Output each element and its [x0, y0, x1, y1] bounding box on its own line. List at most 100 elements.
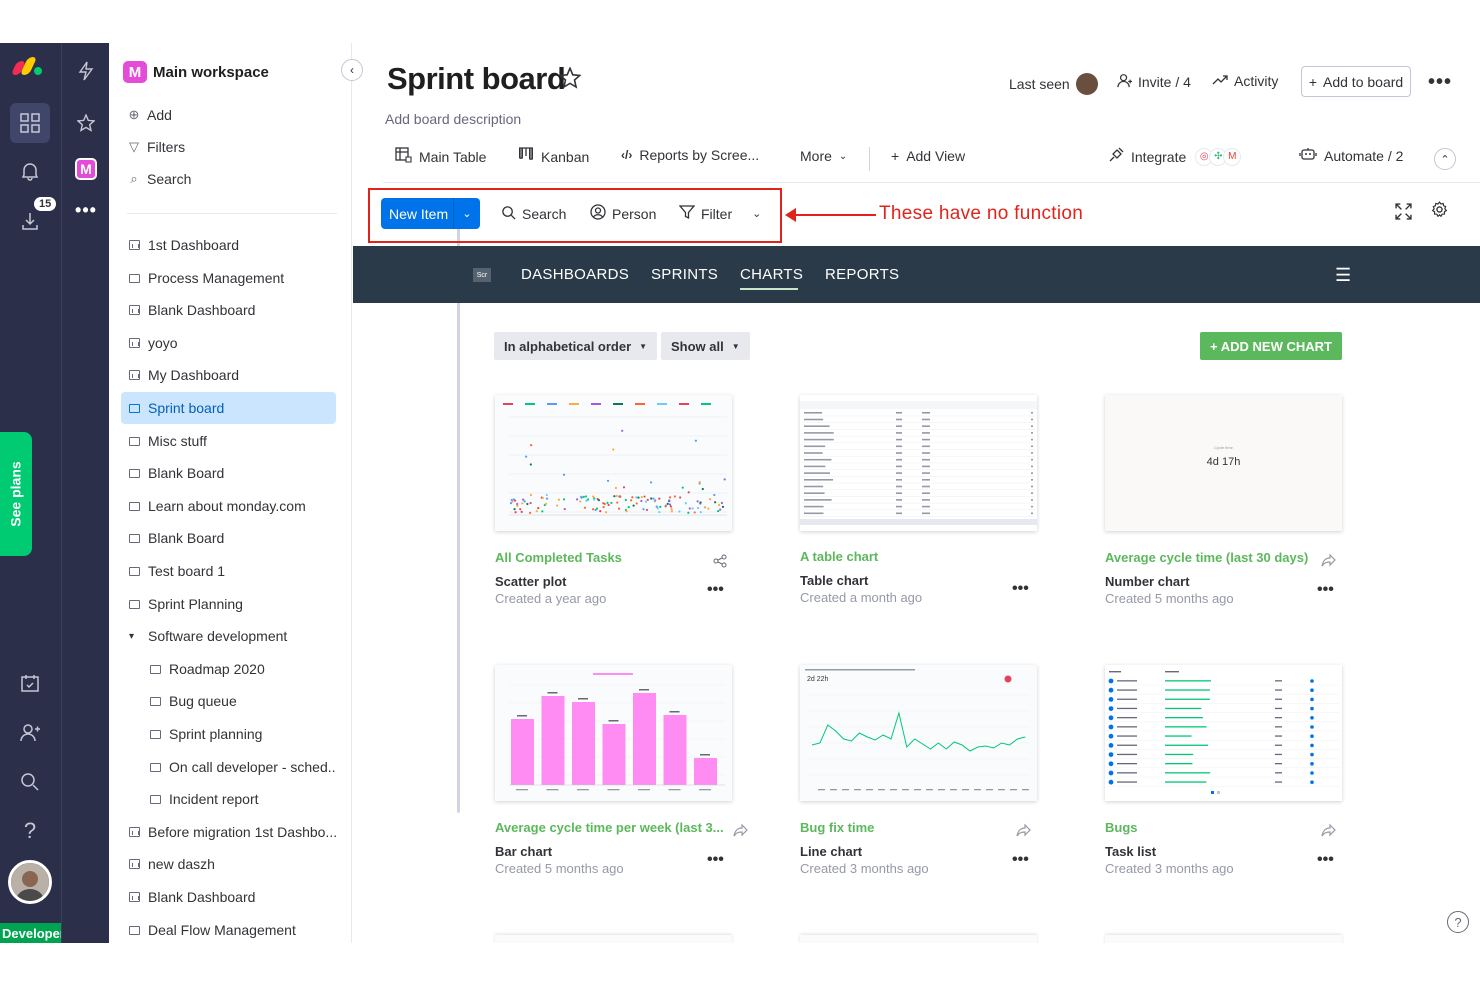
chart-thumbnail-table[interactable] [800, 395, 1037, 531]
chart-title[interactable]: A table chart [800, 549, 879, 564]
sidebar-item[interactable]: Bug queue [142, 685, 336, 717]
integrate-button[interactable]: Integrate ◎ ✣ M [1108, 147, 1242, 166]
automate-button[interactable]: Automate / 2 [1299, 147, 1403, 164]
download-icon[interactable] [10, 201, 50, 241]
sidebar-item[interactable]: Sprint planning [142, 718, 336, 750]
sidebar-item[interactable]: Learn about monday.com [121, 490, 336, 522]
add-view-button[interactable]: + Add View [891, 148, 965, 164]
invite-button[interactable]: Invite / 4 [1117, 73, 1191, 91]
search-icon[interactable] [10, 762, 50, 802]
workspace-avatar-icon[interactable]: M [66, 149, 106, 189]
settings-gear-icon[interactable] [1431, 201, 1448, 223]
chart-more-icon[interactable]: ••• [1012, 580, 1029, 597]
filter-button[interactable]: Filter ⌄ [678, 204, 762, 223]
avatar[interactable] [8, 860, 52, 904]
see-plans-button[interactable]: See plans [0, 432, 32, 556]
sidebar-item[interactable]: Blank Board [121, 522, 336, 554]
share-arrow-icon[interactable] [1321, 823, 1336, 840]
chart-title[interactable]: Average cycle time per week (last 3... [495, 820, 724, 835]
sidebar-item[interactable]: new daszh [121, 848, 336, 880]
chart-title[interactable]: Bug fix time [800, 820, 875, 835]
chart-thumbnail-number[interactable]: Cycle time 4d 17h [1105, 395, 1342, 531]
new-item-button[interactable]: New Item ⌄ [381, 198, 480, 229]
sidebar-item[interactable]: Sprint board [121, 392, 336, 424]
show-dropdown[interactable]: Show all ▼ [661, 332, 750, 360]
tab-main-table[interactable]: Main Table [395, 147, 486, 167]
nav-reports[interactable]: REPORTS [825, 266, 900, 283]
calendar-icon[interactable] [10, 663, 50, 703]
sidebar-item[interactable]: Misc stuff [121, 425, 336, 457]
sort-dropdown[interactable]: In alphabetical order ▼ [494, 332, 658, 360]
sidebar-item[interactable]: Blank Board [121, 457, 336, 489]
chart-title[interactable]: All Completed Tasks [495, 550, 622, 565]
sidebar-item[interactable]: Before migration 1st Dashbo... [121, 816, 336, 848]
chart-more-icon[interactable]: ••• [1317, 851, 1334, 868]
chart-more-icon[interactable]: ••• [1317, 581, 1334, 598]
favorite-star-icon[interactable] [558, 66, 582, 95]
share-arrow-icon[interactable] [1321, 553, 1336, 570]
apps-grid-icon[interactable] [10, 103, 50, 143]
activity-button[interactable]: Activity [1212, 73, 1278, 89]
app-logo[interactable]: Scr [473, 268, 491, 282]
nav-charts[interactable]: CHARTS [740, 266, 804, 283]
last-seen[interactable]: Last seen [1009, 73, 1098, 95]
search-button[interactable]: Search [501, 205, 566, 223]
collapse-sidebar-button[interactable]: ‹ [341, 59, 363, 81]
add-action[interactable]: ⊕ Add [127, 107, 172, 123]
share-arrow-icon[interactable] [1016, 823, 1031, 840]
person-button[interactable]: Person [590, 204, 656, 223]
board-description[interactable]: Add board description [385, 111, 522, 127]
sidebar-item[interactable]: Incident report [142, 783, 336, 815]
page-title[interactable]: Sprint board [387, 61, 566, 96]
sidebar-item[interactable]: 1st Dashboard [121, 229, 336, 261]
sidebar-item[interactable]: Blank Dashboard [121, 294, 336, 326]
hamburger-menu-icon[interactable]: ☰ [1335, 265, 1352, 285]
sidebar-item[interactable]: On call developer - sched... [142, 751, 336, 783]
share-arrow-icon[interactable] [733, 823, 748, 840]
bell-icon[interactable] [10, 151, 50, 191]
sidebar-item[interactable]: Blank Dashboard [121, 881, 336, 913]
chevron-down-icon[interactable]: ⌄ [752, 208, 762, 220]
chevron-up-icon[interactable]: ⌃ [1434, 148, 1456, 170]
lightning-icon[interactable] [66, 51, 106, 91]
more-icon[interactable]: ••• [75, 199, 97, 220]
favorites-star-icon[interactable] [66, 103, 106, 143]
sidebar-item[interactable]: My Dashboard [121, 359, 336, 391]
sidebar-item[interactable]: Roadmap 2020 [142, 653, 336, 685]
nav-dashboards[interactable]: DASHBOARDS [521, 266, 630, 283]
chart-more-icon[interactable]: ••• [707, 581, 724, 598]
chart-more-icon[interactable]: ••• [1012, 851, 1029, 868]
nav-sprints[interactable]: SPRINTS [651, 266, 719, 283]
chart-thumbnail-scatter[interactable] [495, 395, 732, 531]
chart-thumbnail-bar[interactable] [495, 665, 732, 801]
monday-logo[interactable] [10, 57, 42, 75]
workspace-header[interactable]: M Main workspace [123, 61, 269, 83]
chart-card-partial[interactable] [495, 935, 732, 943]
sidebar-item[interactable]: ▾ Software development [121, 620, 336, 652]
filters-action[interactable]: ▽ Filters [127, 139, 185, 155]
tab-kanban[interactable]: Kanban [518, 147, 589, 166]
chart-card-partial[interactable] [800, 935, 1037, 943]
share-icon[interactable] [713, 554, 727, 571]
add-to-board-button[interactable]: + Add to board [1301, 66, 1411, 97]
sidebar-item[interactable]: Process Management [121, 262, 336, 294]
sidebar-item[interactable]: Deal Flow Management [121, 914, 336, 943]
sidebar-scrollbar[interactable] [457, 213, 460, 813]
help-icon[interactable]: ? [1447, 911, 1469, 933]
search-action[interactable]: ⌕ Search [127, 171, 191, 187]
chart-more-icon[interactable]: ••• [707, 851, 724, 868]
fullscreen-icon[interactable] [1395, 203, 1412, 225]
chart-title[interactable]: Average cycle time (last 30 days) [1105, 550, 1309, 565]
help-icon[interactable]: ? [23, 818, 37, 843]
chart-thumbnail-tasklist[interactable] [1105, 665, 1342, 801]
tab-more[interactable]: More ⌄ [800, 148, 847, 164]
tab-reports[interactable]: ‹/› Reports by Scree... [621, 147, 759, 163]
chart-thumbnail-line[interactable]: 2d 22h [800, 665, 1037, 801]
chart-card-partial[interactable] [1105, 935, 1342, 943]
sidebar-item[interactable]: yoyo [121, 327, 336, 359]
sidebar-item[interactable]: Test board 1 [121, 555, 336, 587]
chart-title[interactable]: Bugs [1105, 820, 1138, 835]
add-new-chart-button[interactable]: + ADD NEW CHART [1200, 332, 1342, 360]
add-user-icon[interactable] [10, 713, 50, 753]
more-options-icon[interactable]: ••• [1428, 71, 1453, 93]
